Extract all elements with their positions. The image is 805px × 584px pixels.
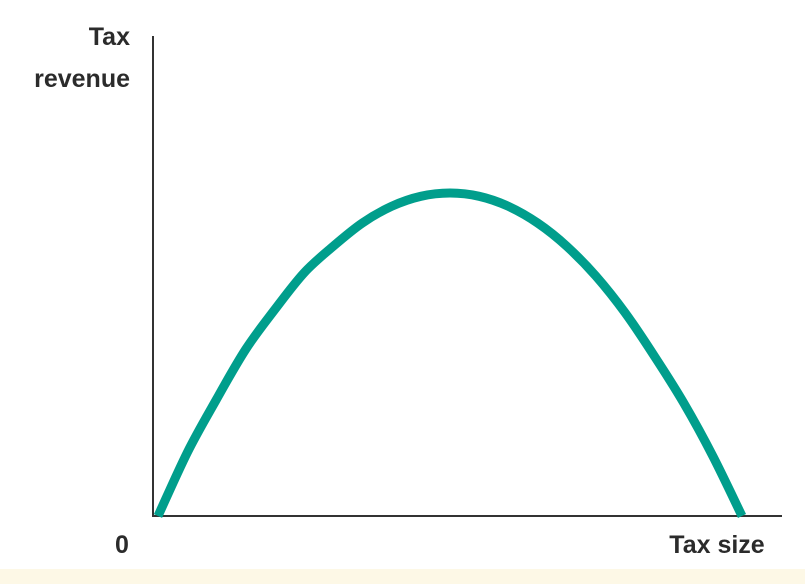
y-axis-label-line-1: Tax [89,23,130,51]
bottom-strip [0,569,805,584]
tax-revenue-curve [153,188,747,518]
origin-label: 0 [115,531,129,559]
x-axis-label: Tax size [669,531,765,559]
y-axis-label-line-2: revenue [34,65,130,93]
